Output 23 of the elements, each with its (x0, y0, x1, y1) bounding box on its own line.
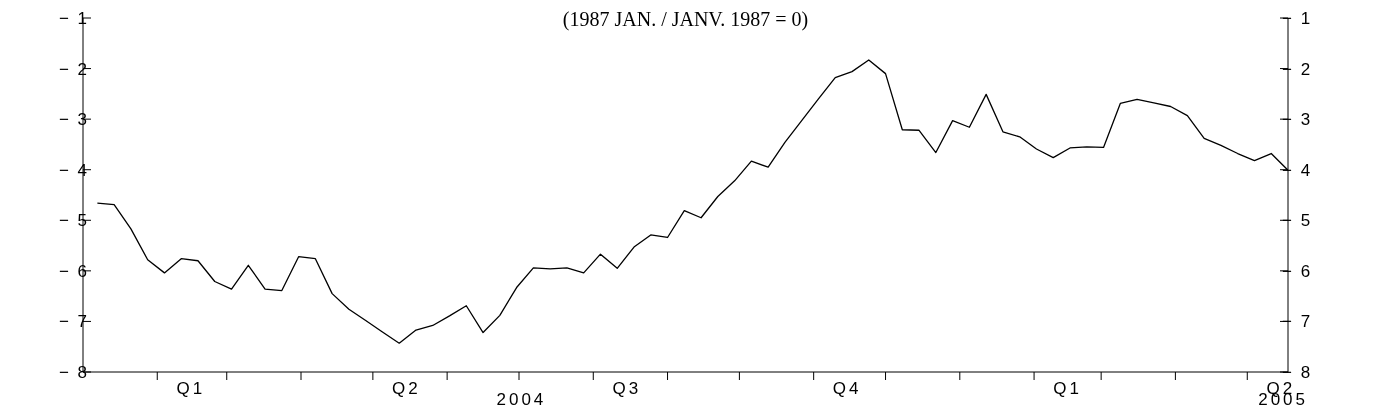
text: 2004 (495, 390, 548, 410)
y2-tick-label: − 8 (1282, 363, 1313, 382)
y-tick-label: − 6 (58, 261, 89, 281)
y2-tick-label: − 6 (1282, 261, 1313, 281)
y-tick-label: − 2 (58, 59, 89, 79)
x-tick-label: Q4 (832, 379, 862, 398)
y-tick-label: − 8 (58, 363, 89, 382)
x-tick-label: Q3 (612, 379, 642, 398)
y2-tick-label: − 1 (1282, 9, 1313, 28)
y-tick-label: − 4 (58, 160, 89, 180)
y-tick-label: − 5 (58, 211, 89, 231)
y2-tick-label: − 4 (1282, 160, 1313, 180)
x-tick-label: Q2 (392, 379, 421, 398)
y-tick-label: − 1 (58, 9, 89, 28)
x-tick-label: Q1 (176, 379, 206, 398)
y2-tick-label: − 2 (1282, 59, 1313, 79)
y2-tick-label: − 5 (1282, 211, 1313, 231)
y2-tick-label: − 7 (1282, 312, 1313, 332)
y2-tick-label: − 3 (1282, 110, 1313, 130)
x-tick-label: Q1 (1053, 379, 1082, 398)
y-tick-label: − 7 (58, 312, 89, 332)
y-tick-label: − 3 (58, 110, 89, 130)
chart-title: (1987 JAN. / JANV. 1987 = 0) (562, 8, 809, 30)
